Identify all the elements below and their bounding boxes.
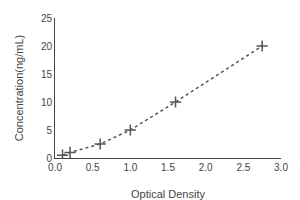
svg-text:1.0: 1.0 — [123, 162, 137, 173]
svg-text:2.0: 2.0 — [199, 162, 213, 173]
svg-text:Concentration(ng/mL): Concentration(ng/mL) — [13, 35, 25, 141]
svg-text:20: 20 — [41, 41, 53, 52]
svg-text:5: 5 — [46, 125, 52, 136]
svg-text:0.5: 0.5 — [86, 162, 100, 173]
svg-text:0.0: 0.0 — [48, 162, 62, 173]
svg-text:Optical Density: Optical Density — [131, 188, 205, 200]
svg-text:2.5: 2.5 — [236, 162, 250, 173]
svg-text:10: 10 — [41, 97, 53, 108]
svg-text:0: 0 — [46, 153, 52, 164]
svg-text:3.0: 3.0 — [274, 162, 288, 173]
svg-text:25: 25 — [41, 13, 53, 24]
svg-text:1.5: 1.5 — [161, 162, 175, 173]
svg-text:15: 15 — [41, 69, 53, 80]
